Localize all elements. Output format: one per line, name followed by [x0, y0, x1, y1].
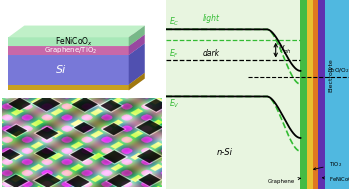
- Polygon shape: [8, 73, 145, 84]
- Polygon shape: [8, 84, 129, 90]
- Text: light: light: [202, 14, 220, 23]
- Text: FeNiCoO$_x$: FeNiCoO$_x$: [55, 36, 93, 48]
- Polygon shape: [8, 26, 145, 37]
- Text: n-Si: n-Si: [217, 148, 233, 157]
- Bar: [307, 0, 313, 189]
- Text: $E_C$: $E_C$: [170, 15, 180, 28]
- Bar: [318, 0, 325, 189]
- Polygon shape: [8, 46, 129, 55]
- Polygon shape: [8, 34, 145, 46]
- Text: $V_{ph}$: $V_{ph}$: [279, 43, 292, 57]
- Polygon shape: [129, 26, 145, 46]
- Polygon shape: [129, 43, 145, 84]
- Polygon shape: [8, 43, 145, 55]
- Polygon shape: [8, 55, 129, 84]
- Text: FeNiCoO$_x$: FeNiCoO$_x$: [322, 175, 349, 184]
- Polygon shape: [129, 73, 145, 90]
- Text: dark: dark: [202, 49, 220, 58]
- Polygon shape: [129, 34, 145, 55]
- Text: Graphene/TiO$_2$: Graphene/TiO$_2$: [44, 46, 98, 56]
- Bar: [325, 0, 349, 189]
- Text: $E_V$: $E_V$: [170, 98, 180, 110]
- Polygon shape: [8, 37, 129, 46]
- Text: H$_2$O/O$_2$: H$_2$O/O$_2$: [327, 66, 349, 75]
- Text: Electrolyte: Electrolyte: [328, 59, 333, 92]
- Bar: [313, 0, 318, 189]
- Text: TiO$_2$: TiO$_2$: [314, 160, 342, 170]
- Text: Graphene: Graphene: [267, 177, 300, 184]
- Bar: [300, 0, 307, 189]
- Text: Si: Si: [56, 65, 66, 75]
- Text: $E_F$: $E_F$: [170, 47, 179, 60]
- Bar: [166, 0, 300, 189]
